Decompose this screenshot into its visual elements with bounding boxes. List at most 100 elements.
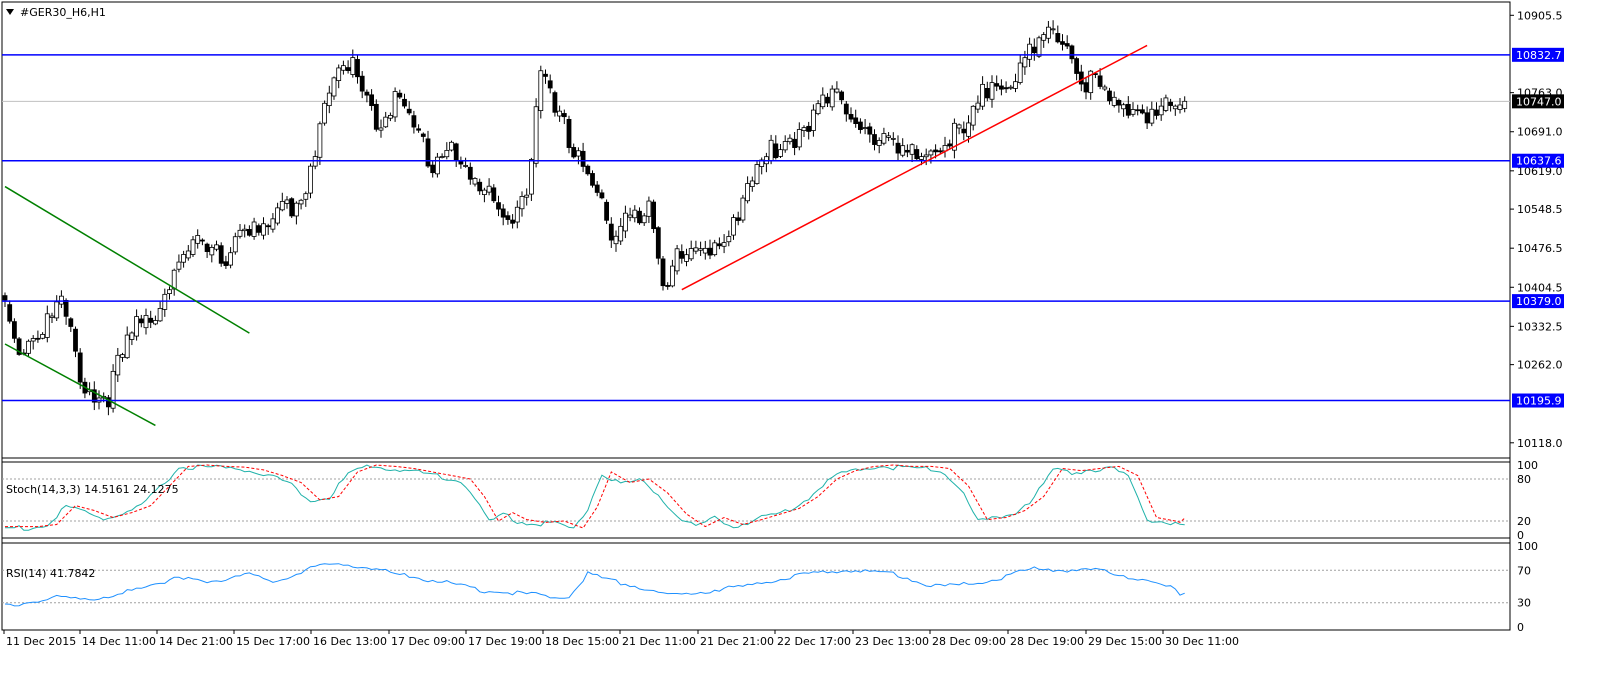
candle-body <box>928 150 934 156</box>
candle-body <box>1078 71 1084 85</box>
candle-body <box>594 184 600 193</box>
candle-body <box>265 225 271 228</box>
candle-body <box>289 198 295 217</box>
candle-body <box>228 252 234 266</box>
candle-body <box>519 196 525 210</box>
candle-body <box>350 57 356 75</box>
price-axis-label: 10332.5 <box>1517 320 1563 333</box>
level-label-badge <box>1512 393 1564 408</box>
candle-body <box>956 124 962 129</box>
candle-body <box>637 210 642 224</box>
candle-body <box>449 141 454 151</box>
candle-body <box>872 134 877 145</box>
time-axis: 11 Dec 2015 14 Dec 11:00 14 Dec 21:00 15 De… <box>3 630 1239 648</box>
price-axis-label: 10619.0 <box>1517 165 1563 178</box>
candle-body <box>651 201 656 230</box>
candle-body <box>947 143 953 147</box>
candle-body <box>966 122 971 137</box>
candle-body <box>345 67 351 71</box>
level-label: 10637.6 <box>1516 155 1562 168</box>
candle-body <box>843 103 849 115</box>
candle-body <box>373 103 379 130</box>
time-axis-label: 28 Dec 09:00 <box>932 635 1006 648</box>
candle-body <box>115 354 121 376</box>
candle-body <box>679 251 685 259</box>
candle-body <box>923 154 929 158</box>
candle-body <box>7 304 13 322</box>
candle-body <box>895 142 901 154</box>
candle-body <box>641 215 647 224</box>
candle-body <box>181 254 187 263</box>
candle-body <box>1168 101 1173 106</box>
candle-body <box>303 193 309 200</box>
candle-body <box>275 207 281 224</box>
candle-body <box>834 88 840 93</box>
candle-body <box>782 141 788 151</box>
candle-body <box>214 244 219 250</box>
time-axis-label: 14 Dec 21:00 <box>159 635 233 648</box>
channel-line[interactable] <box>4 185 250 334</box>
candle-body <box>646 200 652 217</box>
candle-body <box>383 116 389 128</box>
candle-body <box>284 199 290 204</box>
candle-body <box>980 83 985 107</box>
candle-body <box>143 315 149 329</box>
candle-body <box>1172 105 1178 110</box>
candle-body <box>359 75 365 92</box>
time-axis-label: 29 Dec 15:00 <box>1088 635 1162 648</box>
price-panel[interactable]: 10905.510763.010691.010619.010548.510476… <box>1 1 1564 631</box>
candle-body <box>905 149 910 153</box>
candle-body <box>557 110 562 117</box>
candle-body <box>1064 43 1070 47</box>
trend-line[interactable] <box>681 44 1148 291</box>
candle-body <box>251 221 257 237</box>
candle-body <box>1163 97 1169 111</box>
candle-body <box>77 352 83 383</box>
candle-body <box>106 397 111 408</box>
panel-frame <box>1 461 1511 539</box>
candle-body <box>618 225 624 242</box>
candle-body <box>481 189 487 196</box>
candle-body <box>138 318 144 324</box>
chart-menu-triangle-icon[interactable] <box>6 9 14 15</box>
indicator-axis-label: 20 <box>1517 515 1531 528</box>
candle-body <box>867 126 873 135</box>
candle-body <box>416 128 422 131</box>
candle-body <box>590 173 595 186</box>
indicator-axis-label: 100 <box>1517 540 1538 553</box>
candle-body <box>1027 43 1032 60</box>
candle-body <box>453 143 459 161</box>
panel-frame <box>1 542 1511 631</box>
candle-body <box>608 223 614 241</box>
candle-body <box>364 91 370 96</box>
candle-body <box>270 218 276 230</box>
candle-body <box>825 96 830 104</box>
candle-body <box>326 92 332 107</box>
candle-body <box>1102 86 1108 90</box>
candle-body <box>134 316 140 337</box>
candle-body <box>411 115 417 128</box>
candle-body <box>839 91 844 101</box>
candle-body <box>1177 104 1183 110</box>
candle-body <box>858 121 863 130</box>
candle-body <box>735 217 741 221</box>
candle-body <box>1041 34 1047 41</box>
panel-frame <box>1 1 1511 459</box>
channel-line[interactable] <box>4 343 156 427</box>
candle-body <box>623 212 628 232</box>
candle-body <box>1060 41 1065 45</box>
candle-body <box>1125 103 1131 116</box>
candle-body <box>59 295 64 305</box>
candle-body <box>30 338 36 342</box>
candle-body <box>40 334 45 339</box>
candle-body <box>1107 90 1112 102</box>
candle-body <box>984 88 990 99</box>
candle-body <box>472 178 478 185</box>
candle-body <box>26 340 31 354</box>
candle-body <box>167 289 172 295</box>
candle-body <box>717 243 722 247</box>
rsi-panel[interactable]: 100 70 30 0 <box>1 540 1538 634</box>
